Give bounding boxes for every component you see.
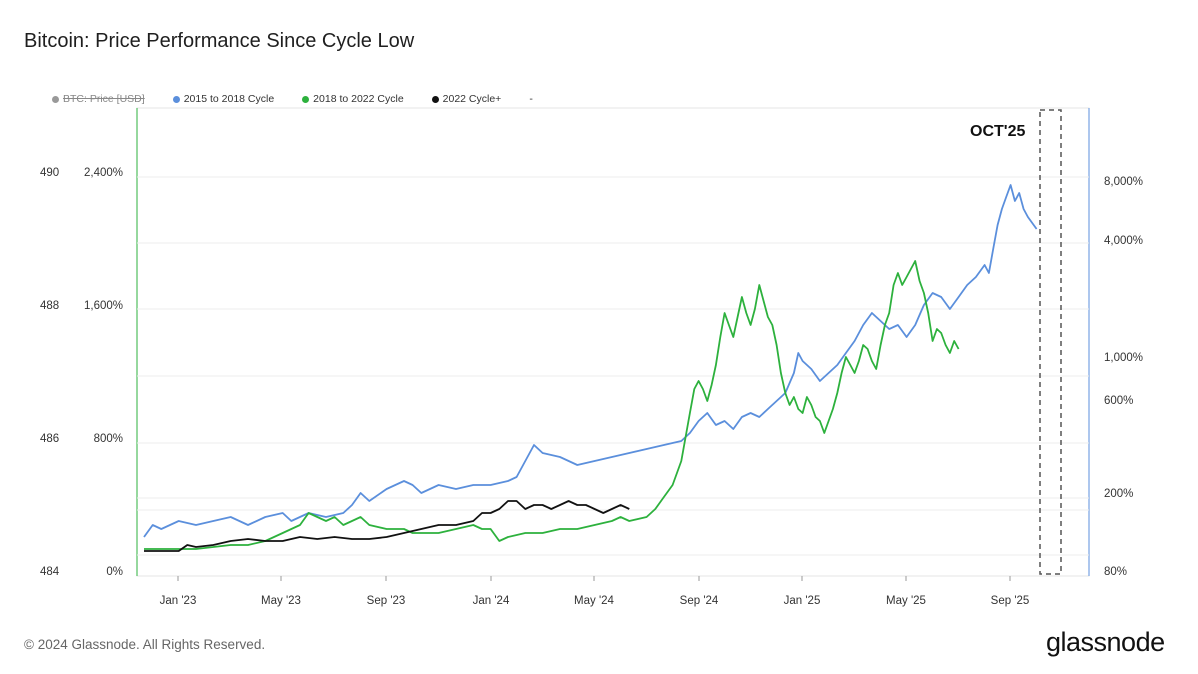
legend-item-0[interactable]: BTC: Price [USD] — [52, 93, 145, 105]
right-tick: 600% — [1104, 395, 1133, 407]
series-line-1 — [144, 260, 960, 550]
x-tick-label: May '24 — [574, 595, 615, 607]
series-line-0 — [143, 184, 1038, 538]
left-outer-tick: 488 — [40, 300, 59, 312]
left-outer-tick: 490 — [40, 167, 59, 179]
left-inner-tick: 800% — [94, 433, 123, 445]
x-tick-label: Sep '24 — [680, 595, 719, 607]
x-tick-label: Sep '23 — [367, 595, 406, 607]
right-tick: 80% — [1104, 566, 1127, 578]
right-tick: 4,000% — [1104, 235, 1143, 247]
legend-item-1[interactable]: 2015 to 2018 Cycle — [172, 93, 275, 105]
right-tick: 8,000% — [1104, 176, 1143, 188]
left-inner-tick: 1,600% — [84, 300, 123, 312]
legend-item-3[interactable]: 2022 Cycle+ — [431, 93, 502, 105]
x-tick-label: May '25 — [886, 595, 926, 607]
legend-item-2[interactable]: 2018 to 2022 Cycle — [302, 93, 404, 105]
x-tick-label: Jan '24 — [473, 595, 510, 607]
legend-label: BTC: Price [USD] — [63, 93, 145, 105]
legend-label: 2015 to 2018 Cycle — [183, 93, 275, 105]
legend-dot-icon — [302, 95, 310, 103]
legend-dot-icon — [172, 95, 180, 103]
legend-dot-icon — [431, 95, 439, 103]
oct25-highlight-box — [1039, 109, 1062, 575]
plot-frame — [136, 107, 1090, 577]
legend-label: 2018 to 2022 Cycle — [313, 93, 404, 105]
legend-dot-icon — [52, 95, 59, 103]
copyright: © 2024 Glassnode. All Rights Reserved. — [24, 637, 266, 652]
legend: BTC: Price [USD] 2015 to 2018 Cycle 2018 t… — [52, 93, 561, 105]
legend-label: - — [529, 93, 533, 105]
left-outer-tick: 484 — [40, 566, 60, 578]
left-inner-tick: 0% — [106, 566, 123, 578]
legend-item-4[interactable]: - — [529, 93, 533, 105]
x-tick-label: Sep '25 — [991, 595, 1030, 607]
x-tick-label: Jan '25 — [784, 595, 821, 607]
chart-title: Bitcoin: Price Performance Since Cycle L… — [24, 30, 415, 52]
x-tick-label: May '23 — [261, 595, 301, 607]
right-tick: 1,000% — [1104, 352, 1143, 364]
left-outer-tick: 486 — [40, 433, 59, 445]
brand-logo: glassnode — [1046, 627, 1165, 657]
legend-label: 2022 Cycle+ — [442, 93, 502, 105]
oct25-annotation: OCT'25 — [970, 123, 1025, 140]
left-inner-tick: 2,400% — [84, 167, 123, 179]
series-line-2 — [144, 500, 630, 552]
right-tick: 200% — [1104, 488, 1133, 500]
x-tick-label: Jan '23 — [160, 595, 197, 607]
